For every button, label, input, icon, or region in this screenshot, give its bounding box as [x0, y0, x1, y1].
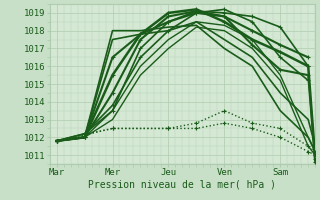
X-axis label: Pression niveau de la mer( hPa ): Pression niveau de la mer( hPa )	[88, 180, 276, 190]
